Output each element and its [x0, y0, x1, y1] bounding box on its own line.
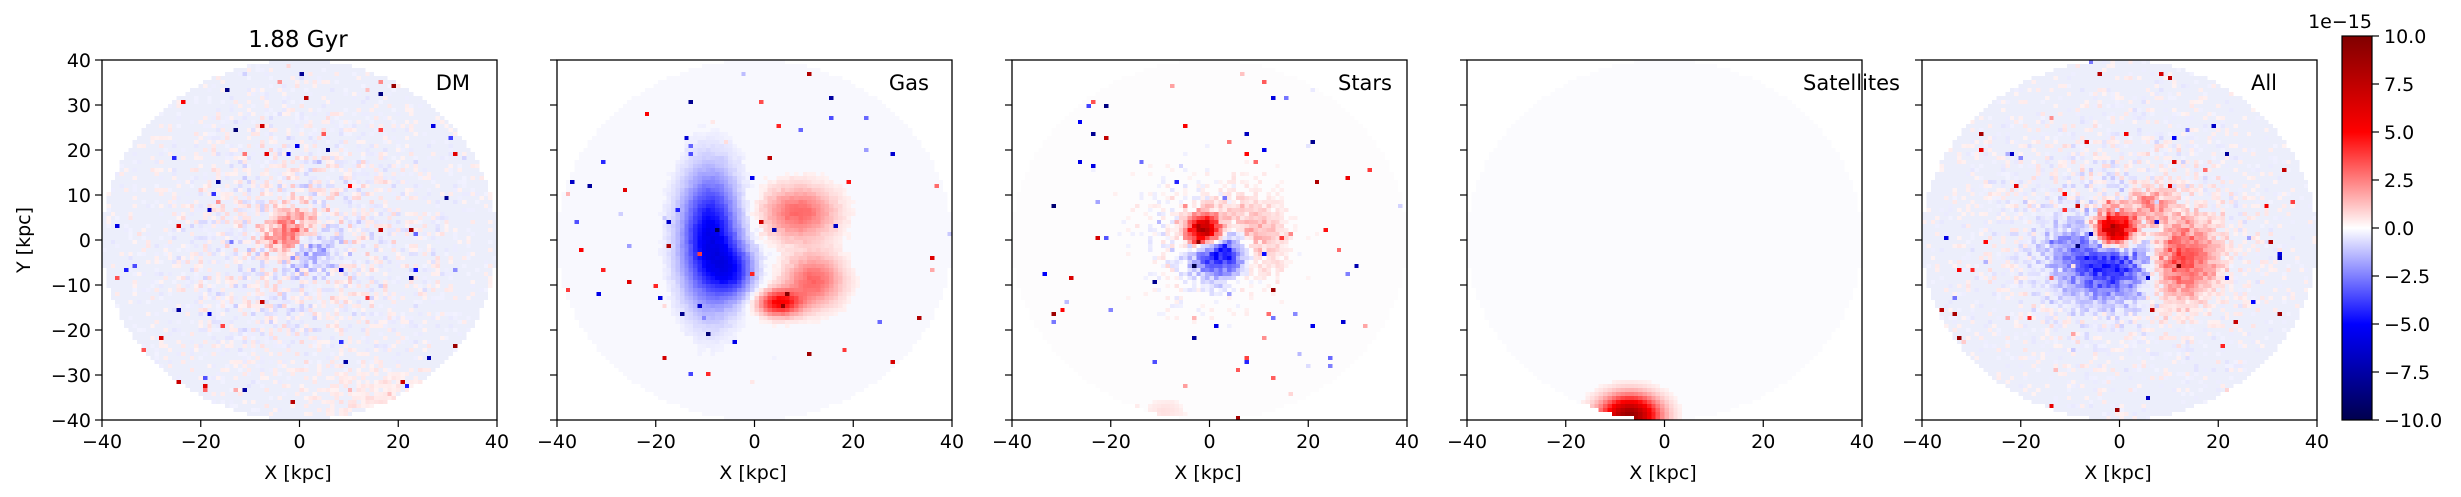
x-tick-label: −20 — [1091, 431, 1131, 453]
colorbar: 1e−15 −10.0 −7.5 −5.0 −2.5 0.0 2.5 5.0 7.5 10.0 — [2308, 11, 2442, 432]
x-tick-label: −40 — [82, 431, 122, 453]
y-tick-label: 20 — [67, 140, 91, 162]
y-tick-label: −20 — [51, 320, 91, 342]
x-tick-label: 0 — [293, 431, 305, 453]
y-tick-label: 10 — [67, 185, 91, 207]
colorbar-tick-label: −10.0 — [2384, 410, 2442, 432]
y-tick-label: 30 — [67, 95, 91, 117]
heatmap-image — [557, 60, 952, 420]
x-tick-label: 20 — [1296, 431, 1320, 453]
x-tick-label: 0 — [748, 431, 760, 453]
x-tick-label: 0 — [2113, 431, 2125, 453]
x-axis-label: X [kpc] — [264, 462, 331, 484]
panel-gas: Gas X [kpc] −40 −20 0 20 40 — [537, 59, 964, 484]
x-tick-label: 0 — [1658, 431, 1670, 453]
colorbar-tick-label: 5.0 — [2384, 122, 2414, 144]
colorbar-tick-label: −2.5 — [2384, 266, 2430, 288]
x-tick-label: 40 — [1850, 431, 1874, 453]
x-tick-label: −20 — [1546, 431, 1586, 453]
heatmap-image — [1012, 60, 1407, 420]
heatmap-image — [1922, 60, 2317, 420]
x-tick-label: −40 — [537, 431, 577, 453]
x-tick-label: −20 — [636, 431, 676, 453]
y-tick-label: −30 — [51, 365, 91, 387]
x-axis-label: X [kpc] — [2084, 462, 2151, 484]
colorbar-gradient — [2341, 35, 2373, 421]
panel-label-gas: Gas — [889, 71, 929, 95]
colorbar-offset-label: 1e−15 — [2308, 11, 2372, 33]
x-tick-label: −40 — [1447, 431, 1487, 453]
x-tick-label: 40 — [940, 431, 964, 453]
colorbar-tick-label: −5.0 — [2384, 314, 2430, 336]
x-tick-label: −20 — [2001, 431, 2041, 453]
panel-satellites: Satellites X [kpc] −40 −20 0 20 40 — [1447, 59, 1900, 484]
y-axis-label: Y [kpc] — [13, 207, 35, 274]
panel-stars: Stars X [kpc] −40 −20 0 20 40 — [992, 59, 1419, 484]
x-tick-label: 40 — [1395, 431, 1419, 453]
panel-label-all: All — [2251, 71, 2277, 95]
y-tick-label: 40 — [67, 50, 91, 72]
x-axis-label: X [kpc] — [1174, 462, 1241, 484]
x-tick-label: 20 — [386, 431, 410, 453]
x-tick-label: 20 — [1751, 431, 1775, 453]
x-tick-label: −20 — [181, 431, 221, 453]
colorbar-tick-label: 7.5 — [2384, 74, 2414, 96]
heatmap-image — [1467, 60, 1862, 420]
colorbar-tick-label: 2.5 — [2384, 170, 2414, 192]
colorbar-tick-label: −7.5 — [2384, 362, 2430, 384]
x-tick-label: 20 — [2206, 431, 2230, 453]
x-tick-label: −40 — [992, 431, 1032, 453]
x-tick-label: 20 — [841, 431, 865, 453]
x-axis-label: X [kpc] — [1629, 462, 1696, 484]
panel-label-stars: Stars — [1338, 71, 1392, 95]
y-tick-label: −10 — [51, 275, 91, 297]
panel-dm: 1.88 Gyr DM X [kpc] Y [kpc] −40 −20 0 20 40 4… — [13, 27, 509, 484]
panel-label-satellites: Satellites — [1803, 71, 1900, 95]
x-axis-label: X [kpc] — [719, 462, 786, 484]
panel-all: All X [kpc] −40 −20 0 20 40 — [1902, 59, 2329, 484]
colorbar-tick-label: 0.0 — [2384, 218, 2414, 240]
heatmap-image — [102, 60, 497, 420]
x-tick-label: 0 — [1203, 431, 1215, 453]
panel-title: 1.88 Gyr — [248, 27, 348, 53]
x-tick-label: 40 — [485, 431, 509, 453]
x-tick-label: −40 — [1902, 431, 1942, 453]
y-tick-label: −40 — [51, 410, 91, 432]
panel-label-dm: DM — [436, 71, 470, 95]
x-tick-label: 40 — [2305, 431, 2329, 453]
colorbar-tick-label: 10.0 — [2384, 26, 2426, 48]
y-tick-label: 0 — [79, 230, 91, 252]
